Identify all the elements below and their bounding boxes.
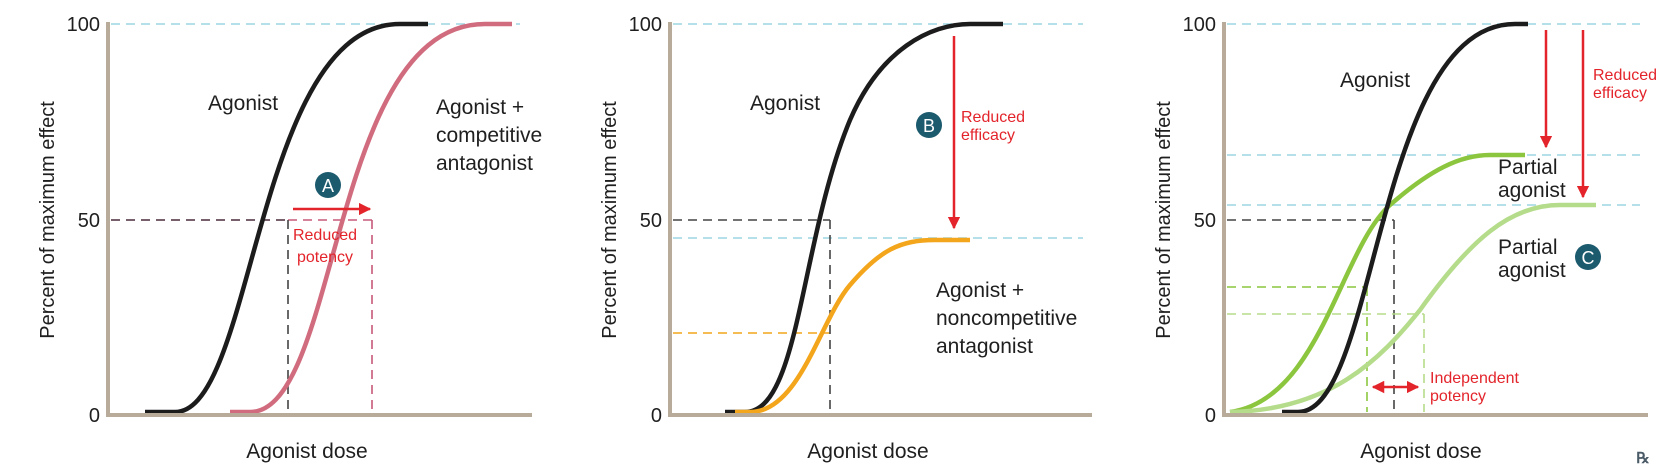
reduced-potency-line2: potency [297, 249, 353, 266]
independent-potency-line1: Independent [1430, 370, 1520, 387]
badge-a-icon [315, 172, 341, 198]
rx-logo-icon: ℞ [1636, 451, 1650, 467]
y-tick-50: 50 [78, 210, 100, 232]
y-tick-100: 100 [67, 14, 100, 36]
agonist-curve [145, 21, 428, 415]
curve2-label-line1: Agonist + [936, 279, 1024, 302]
curve2-label-line3: antagonist [436, 152, 533, 175]
x-axis-label: Agonist dose [807, 440, 928, 463]
partial-agonist-2-curve [1229, 202, 1596, 415]
y-tick-50: 50 [640, 210, 662, 232]
y-tick-100: 100 [1183, 14, 1216, 36]
badge-b-icon [916, 112, 942, 138]
agonist-label: Agonist [750, 92, 820, 115]
y-tick-0: 0 [1205, 405, 1216, 427]
partial2-label-line1: Partial [1498, 236, 1558, 259]
partial2-label-line2: agonist [1498, 259, 1566, 282]
y-tick-0: 0 [89, 405, 100, 427]
x-axis-label: Agonist dose [1360, 440, 1481, 463]
reduced-efficacy-line1: Reduced [1593, 67, 1657, 84]
agonist-label: Agonist [1340, 69, 1410, 92]
x-axis-label: Agonist dose [246, 440, 367, 463]
curve2-label-line1: Agonist + [436, 96, 524, 119]
badge-c-icon [1575, 244, 1601, 270]
reduced-potency-line1: Reduced [293, 227, 357, 244]
competitive-antagonist-curve [230, 21, 512, 415]
y-axis-label: Percent of maximum effect [37, 101, 59, 339]
badge-c-letter: C [1582, 248, 1595, 268]
panel-partial-agonists: 100 50 0 Percent of maximum effect Agoni… [1153, 14, 1657, 463]
independent-potency-line2: potency [1430, 388, 1486, 405]
panel-noncompetitive-antagonist: 100 50 0 Percent of maximum effect Agoni… [599, 14, 1092, 463]
y-tick-0: 0 [651, 405, 662, 427]
reduced-efficacy-line1: Reduced [961, 109, 1025, 126]
curve2-label-line2: competitive [436, 124, 542, 147]
reduced-efficacy-line2: efficacy [961, 127, 1015, 144]
y-axis-label: Percent of maximum effect [599, 101, 621, 339]
partial-agonist-1-curve [1229, 152, 1525, 415]
y-tick-100: 100 [629, 14, 662, 36]
badge-b-letter: B [923, 116, 935, 136]
curve2-label-line2: noncompetitive [936, 307, 1077, 330]
y-axis-label: Percent of maximum effect [1153, 101, 1175, 339]
agonist-curve [1282, 21, 1528, 415]
curve2-label-line3: antagonist [936, 335, 1033, 358]
badge-a-letter: A [322, 176, 334, 196]
panel-competitive-antagonist: 100 50 0 Percent of maximum effect Agoni… [37, 14, 542, 463]
partial1-label-line2: agonist [1498, 179, 1566, 202]
reduced-efficacy-line2: efficacy [1593, 85, 1647, 102]
y-tick-50: 50 [1194, 210, 1216, 232]
agonist-label: Agonist [208, 92, 278, 115]
noncompetitive-antagonist-curve [735, 237, 970, 415]
agonist-curve [725, 21, 1003, 415]
partial1-label-line1: Partial [1498, 156, 1558, 179]
